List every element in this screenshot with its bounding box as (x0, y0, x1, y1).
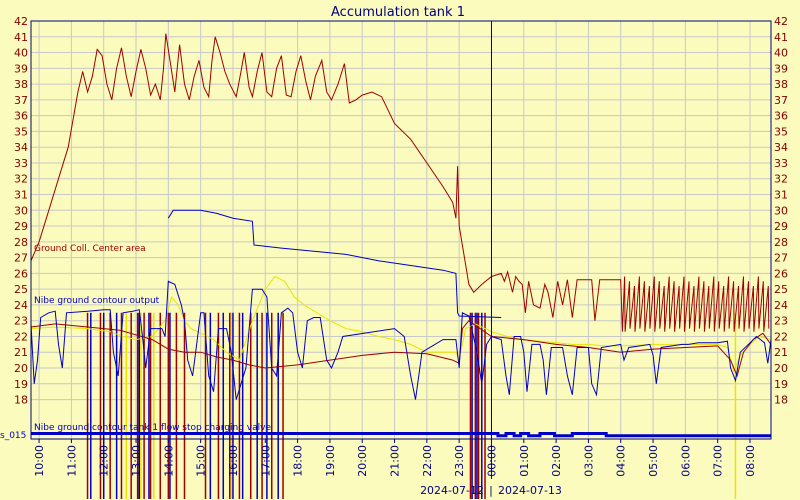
y-tick-label-left: 26 (14, 267, 28, 280)
y-tick-label-right: 36 (774, 110, 788, 123)
y-tick-label-right: 32 (774, 173, 788, 186)
y-tick-label-left: 27 (14, 252, 28, 265)
y-tick-label-right: 25 (774, 283, 788, 296)
x-tick-label: 11:00 (65, 445, 78, 477)
y-tick-label-right: 39 (774, 62, 788, 75)
y-tick-label-left: 33 (14, 157, 28, 170)
x-tick-label: 18:00 (292, 445, 305, 477)
x-tick-label: 22:00 (421, 445, 434, 477)
date-separator: | (489, 484, 493, 497)
x-tick-label: 17:00 (259, 445, 272, 477)
x-tick-label: 02:00 (550, 445, 563, 477)
y-tick-label-left: 38 (14, 78, 28, 91)
y-tick-label-left: 36 (14, 110, 28, 123)
y-tick-label-left: 29 (14, 220, 28, 233)
x-tick-label: 03:00 (582, 445, 595, 477)
y-tick-label-right: 42 (774, 15, 788, 28)
y-tick-label-right: 26 (774, 267, 788, 280)
x-axis: 10:00 11:00 12:00 13:00 14:00 15:00 16:00 17:00… (33, 439, 757, 477)
y-tick-label-left: 34 (14, 141, 28, 154)
y-tick-label-left: 37 (14, 94, 28, 107)
x-tick-label: 04:00 (615, 445, 628, 477)
y-tick-label-right: 31 (774, 189, 788, 202)
series-line-red-secondary (30, 320, 772, 378)
y-tick-label-right: 29 (774, 220, 788, 233)
left-cut-label: s_015 (0, 431, 26, 441)
y-axis-right: 18 19 20 21 22 23 24 25 26 27 28 29 30 31 32 33 34 35 36 37… (774, 15, 788, 407)
y-tick-label-left: 23 (14, 315, 28, 328)
y-tick-label-right: 18 (774, 394, 788, 407)
y-tick-label-right: 35 (774, 125, 788, 138)
y-tick-label-right: 38 (774, 78, 788, 91)
nibe-contour-label: Nibe ground contour output (34, 296, 160, 306)
x-tick-label: 20:00 (356, 445, 369, 477)
x-tick-label: 07:00 (712, 445, 725, 477)
y-tick-label-right: 33 (774, 157, 788, 170)
date-left: 2024-07-12 (420, 484, 484, 497)
x-tick-label: 06:00 (679, 445, 692, 477)
y-axis-left: 18 19 20 21 22 23 24 25 26 27 28 29 30 31 32 33 34 35 36 37… (14, 15, 28, 407)
y-tick-label-left: 25 (14, 283, 28, 296)
y-tick-label-left: 21 (14, 346, 28, 359)
y-tick-label-left: 24 (14, 299, 28, 312)
y-tick-label-right: 28 (774, 236, 788, 249)
x-tick-label: 15:00 (195, 445, 208, 477)
x-tick-label: 23:00 (453, 445, 466, 477)
y-tick-label-right: 41 (774, 31, 788, 44)
ground-coll-center-label: Ground Coll. Center area (34, 244, 146, 254)
x-tick-label: 14:00 (162, 445, 175, 477)
y-tick-label-left: 32 (14, 173, 28, 186)
y-tick-label-right: 27 (774, 252, 788, 265)
x-tick-label: 08:00 (744, 445, 757, 477)
y-tick-label-right: 19 (774, 378, 788, 391)
y-tick-label-left: 18 (14, 394, 28, 407)
y-tick-label-left: 20 (14, 362, 28, 375)
plot-frame (30, 20, 772, 440)
chart-title: Accumulation tank 1 (331, 5, 465, 20)
x-tick-label: 19:00 (324, 445, 337, 477)
x-tick-label: 21:00 (389, 445, 402, 477)
y-tick-label-left: 28 (14, 236, 28, 249)
x-tick-label: 01:00 (518, 445, 531, 477)
series-layer (30, 33, 772, 499)
y-tick-label-left: 39 (14, 62, 28, 75)
y-tick-label-left: 30 (14, 204, 28, 217)
x-tick-label: 13:00 (130, 445, 143, 477)
y-tick-label-right: 23 (774, 315, 788, 328)
series-line-yellow (30, 275, 772, 373)
x-tick-label: 12:00 (98, 445, 111, 477)
y-tick-label-right: 21 (774, 346, 788, 359)
y-tick-label-left: 41 (14, 31, 28, 44)
y-tick-label-left: 35 (14, 125, 28, 138)
y-tick-label-right: 30 (774, 204, 788, 217)
y-tick-label-right: 34 (774, 141, 788, 154)
y-tick-label-right: 22 (774, 330, 788, 343)
x-tick-label: 00:00 (485, 445, 498, 477)
series-line-nibe-contour (30, 280, 772, 400)
y-tick-label-left: 19 (14, 378, 28, 391)
series-line-blue-block (167, 209, 502, 318)
x-tick-label: 16:00 (227, 445, 240, 477)
y-tick-label-left: 40 (14, 47, 28, 60)
x-tick-label: 05:00 (647, 445, 660, 477)
gridlines (31, 20, 771, 439)
series-line-ground-coll-center (30, 33, 770, 332)
y-tick-label-right: 37 (774, 94, 788, 107)
x-tick-label: 10:00 (33, 445, 46, 477)
y-tick-label-right: 20 (774, 362, 788, 375)
y-tick-label-left: 22 (14, 330, 28, 343)
series-line-flow-stop (31, 432, 771, 438)
date-right: 2024-07-13 (498, 484, 562, 497)
y-tick-label-right: 40 (774, 47, 788, 60)
flow-stop-label: Nibe ground contour tank 1 flow stop cha… (34, 423, 271, 433)
y-tick-label-right: 24 (774, 299, 788, 312)
y-tick-label-left: 42 (14, 15, 28, 28)
y-tick-label-left: 31 (14, 189, 28, 202)
